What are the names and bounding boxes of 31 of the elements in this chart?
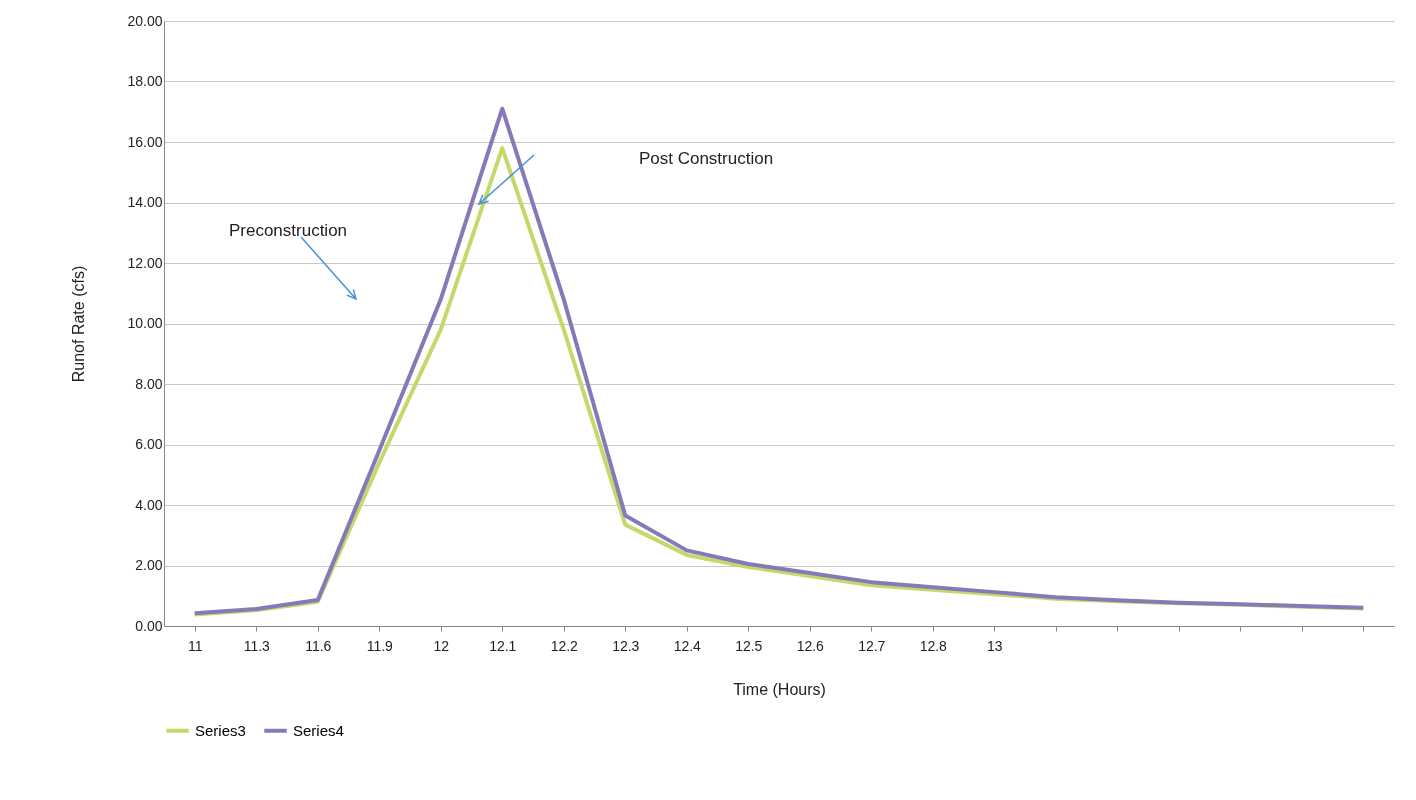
x-tick-label: 12.8	[919, 637, 948, 654]
x-tick-label: 11	[187, 637, 203, 654]
y-tick-label: 8.00	[135, 375, 163, 392]
y-axis-title: Runof Rate (cfs)	[70, 265, 88, 383]
legend-label: Series4	[293, 721, 344, 739]
legend-label: Series3	[195, 721, 246, 739]
x-tick-label: 12	[433, 637, 450, 654]
x-tick-label: 13	[986, 637, 1003, 654]
y-tick-label: 14.00	[127, 194, 163, 210]
x-tick-label: 12.1	[489, 637, 517, 654]
x-tick-label: 12.3	[612, 637, 640, 654]
y-tick-label: 12.00	[127, 254, 163, 271]
annotation: Preconstruction	[228, 221, 348, 240]
y-tick-label: 16.00	[127, 133, 163, 150]
x-axis-title: Time (Hours)	[733, 680, 826, 698]
y-tick-label: 18.00	[127, 73, 163, 89]
x-tick-label: 11.3	[243, 637, 271, 654]
y-tick-label: 0.00	[135, 617, 163, 634]
y-tick-label: 10.00	[127, 315, 163, 331]
x-tick-label: 12.6	[796, 637, 825, 654]
x-tick-label: 11.6	[305, 637, 332, 654]
y-tick-label: 6.00	[135, 436, 163, 452]
y-tick-label: 4.00	[135, 496, 163, 513]
x-tick-label: 12.7	[858, 637, 886, 654]
x-tick-label: 12.4	[673, 637, 702, 654]
x-tick-label: 11.9	[366, 637, 394, 654]
x-tick-label: 12.5	[735, 637, 763, 654]
y-tick-label: 2.00	[135, 557, 163, 573]
y-tick-label: 20.00	[127, 12, 163, 29]
x-tick-label: 12.2	[550, 637, 579, 654]
annotation: Post Construction	[638, 149, 774, 168]
